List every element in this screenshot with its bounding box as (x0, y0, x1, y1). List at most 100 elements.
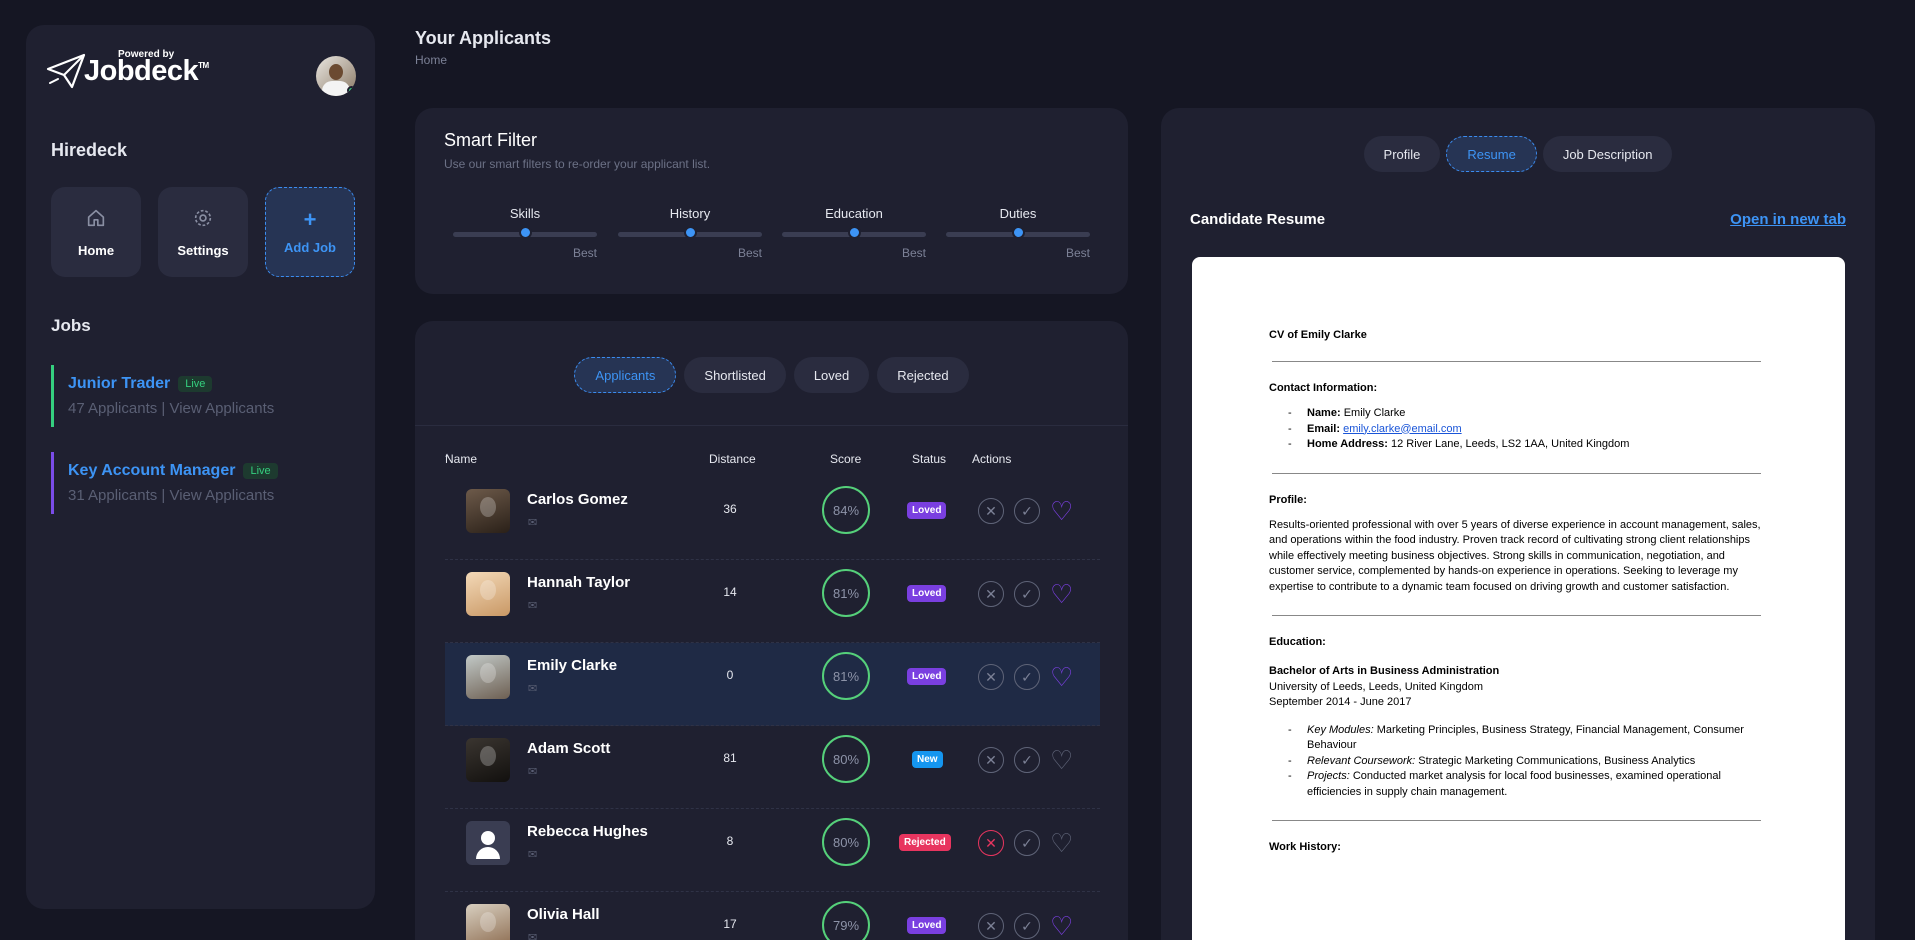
job-applicant-count: 31 Applicants (68, 487, 158, 504)
applicant-row[interactable]: Rebecca Hughes ✉ 8 80% Rejected ✕ ✓ ♡ (445, 809, 1100, 892)
home-tile[interactable]: Home (51, 187, 141, 277)
reject-button[interactable]: ✕ (978, 581, 1004, 607)
applicant-name: Emily Clarke (527, 657, 618, 674)
brand-name: JobdeckTM (84, 55, 209, 87)
love-button[interactable]: ♡ (1050, 579, 1074, 609)
default-avatar-icon (466, 821, 510, 865)
slider-handle[interactable] (518, 226, 532, 239)
tab-profile[interactable]: Profile (1363, 136, 1441, 172)
applicant-photo (466, 572, 510, 616)
job-title[interactable]: Junior Trader (68, 375, 171, 392)
applicant-row[interactable]: Olivia Hall ✉ 17 79% Loved ✕ ✓ ♡ (445, 892, 1100, 940)
tab-loved[interactable]: Loved (793, 357, 870, 393)
applicant-score: 81% (822, 569, 870, 617)
mail-icon[interactable]: ✉ (528, 849, 538, 861)
status-column-header[interactable]: Status (912, 452, 947, 466)
love-button[interactable]: ♡ (1050, 745, 1074, 775)
education-details: Key Modules: Marketing Principles, Busin… (1288, 723, 1764, 801)
reject-button[interactable]: ✕ (978, 498, 1004, 524)
distance-column-header[interactable]: Distance (709, 452, 756, 466)
history-slider[interactable]: History Best (618, 206, 762, 260)
reject-button[interactable]: ✕ (978, 664, 1004, 690)
view-applicants-link[interactable]: View Applicants (169, 400, 275, 417)
status-badge: New (912, 751, 943, 768)
row-actions: ✕ ✓ ♡ (978, 498, 1073, 524)
contact-name: Name: Emily Clarke (1288, 406, 1764, 422)
reject-button[interactable]: ✕ (978, 830, 1004, 856)
shortlist-button[interactable]: ✓ (1014, 664, 1040, 690)
jobdeck-logo[interactable]: Powered by JobdeckTM (46, 47, 216, 109)
detail-tabs: Profile Resume Job Description (1161, 136, 1875, 172)
row-actions: ✕ ✓ ♡ (978, 581, 1073, 607)
applicant-row[interactable]: Adam Scott ✉ 81 80% New ✕ ✓ ♡ (445, 726, 1100, 809)
email-link[interactable]: emily.clarke@email.com (1343, 422, 1462, 435)
applicant-photo (466, 904, 510, 940)
add-job-tile[interactable]: + Add Job (265, 187, 355, 277)
mail-icon[interactable]: ✉ (528, 600, 538, 612)
slider-handle[interactable] (1011, 226, 1025, 239)
slider-label: Duties (999, 206, 1037, 221)
education-block: Bachelor of Arts in Business Administrat… (1269, 665, 1500, 708)
mail-icon[interactable]: ✉ (528, 517, 538, 529)
home-tile-label: Home (77, 242, 115, 258)
open-in-new-tab-link[interactable]: Open in new tab (1730, 211, 1846, 228)
applicant-name: Hannah Taylor (527, 574, 631, 591)
applicant-name: Rebecca Hughes (527, 823, 648, 840)
paper-plane-icon (46, 53, 86, 89)
applicant-row-selected[interactable]: Emily Clarke ✉ 0 81% Loved ✕ ✓ ♡ (445, 643, 1100, 726)
user-avatar[interactable] (316, 56, 356, 96)
tab-resume[interactable]: Resume (1446, 136, 1537, 172)
settings-tile[interactable]: Settings (158, 187, 248, 277)
breadcrumb[interactable]: Home (415, 53, 448, 67)
tab-applicants[interactable]: Applicants (574, 357, 677, 393)
applicant-distance: 8 (726, 834, 734, 848)
shortlist-button[interactable]: ✓ (1014, 747, 1040, 773)
job-status-badge: Live (243, 463, 278, 479)
mail-icon[interactable]: ✉ (528, 932, 538, 940)
job-applicant-count: 47 Applicants (68, 400, 158, 417)
slider-handle[interactable] (847, 226, 861, 239)
mail-icon[interactable]: ✉ (528, 766, 538, 778)
candidate-detail-panel: Profile Resume Job Description Candidate… (1161, 108, 1875, 940)
duties-slider[interactable]: Duties Best (946, 206, 1090, 260)
reject-button[interactable]: ✕ (978, 913, 1004, 939)
smart-filter-subtitle: Use our smart filters to re-order your a… (444, 157, 711, 171)
mail-icon[interactable]: ✉ (528, 683, 538, 695)
job-title[interactable]: Key Account Manager (68, 462, 236, 479)
work-history-heading: Work History: (1269, 841, 1341, 853)
love-button[interactable]: ♡ (1050, 911, 1074, 940)
applicant-score: 79% (822, 901, 870, 940)
applicant-score: 84% (822, 486, 870, 534)
job-item-junior-trader[interactable]: Junior Trader Live 47 Applicants | View A… (51, 365, 351, 427)
applicant-row[interactable]: Carlos Gomez ✉ 36 84% Loved ✕ ✓ ♡ (445, 477, 1100, 560)
love-button[interactable]: ♡ (1050, 662, 1074, 692)
candidate-resume-title: Candidate Resume (1190, 211, 1326, 228)
score-column-header[interactable]: Score (830, 452, 862, 466)
shortlist-button[interactable]: ✓ (1014, 913, 1040, 939)
skills-slider[interactable]: Skills Best (453, 206, 597, 260)
tab-job-description[interactable]: Job Description (1542, 136, 1673, 172)
tab-rejected[interactable]: Rejected (877, 357, 969, 393)
slider-label: Skills (509, 206, 541, 221)
actions-column-header: Actions (972, 452, 1012, 466)
resume-document[interactable]: CV of Emily Clarke Contact Information: … (1192, 257, 1845, 940)
jobs-heading: Jobs (51, 316, 91, 335)
job-item-key-account-manager[interactable]: Key Account Manager Live 31 Applicants | … (51, 452, 351, 514)
education-slider[interactable]: Education Best (782, 206, 926, 260)
view-applicants-link[interactable]: View Applicants (169, 487, 275, 504)
shortlist-button[interactable]: ✓ (1014, 581, 1040, 607)
love-button[interactable]: ♡ (1050, 496, 1074, 526)
slider-handle[interactable] (683, 226, 697, 239)
applicant-row[interactable]: Hannah Taylor ✉ 14 81% Loved ✕ ✓ ♡ (445, 560, 1100, 643)
shortlist-button[interactable]: ✓ (1014, 830, 1040, 856)
education-heading: Education: (1269, 636, 1326, 648)
applicant-name: Olivia Hall (527, 906, 600, 923)
divider (1272, 472, 1761, 474)
shortlist-button[interactable]: ✓ (1014, 498, 1040, 524)
slider-label: Education (825, 206, 883, 221)
divider (1272, 615, 1761, 616)
reject-button[interactable]: ✕ (978, 747, 1004, 773)
love-button[interactable]: ♡ (1050, 828, 1074, 858)
tab-shortlisted[interactable]: Shortlisted (684, 357, 786, 393)
powered-by-label: Powered by (118, 49, 175, 60)
